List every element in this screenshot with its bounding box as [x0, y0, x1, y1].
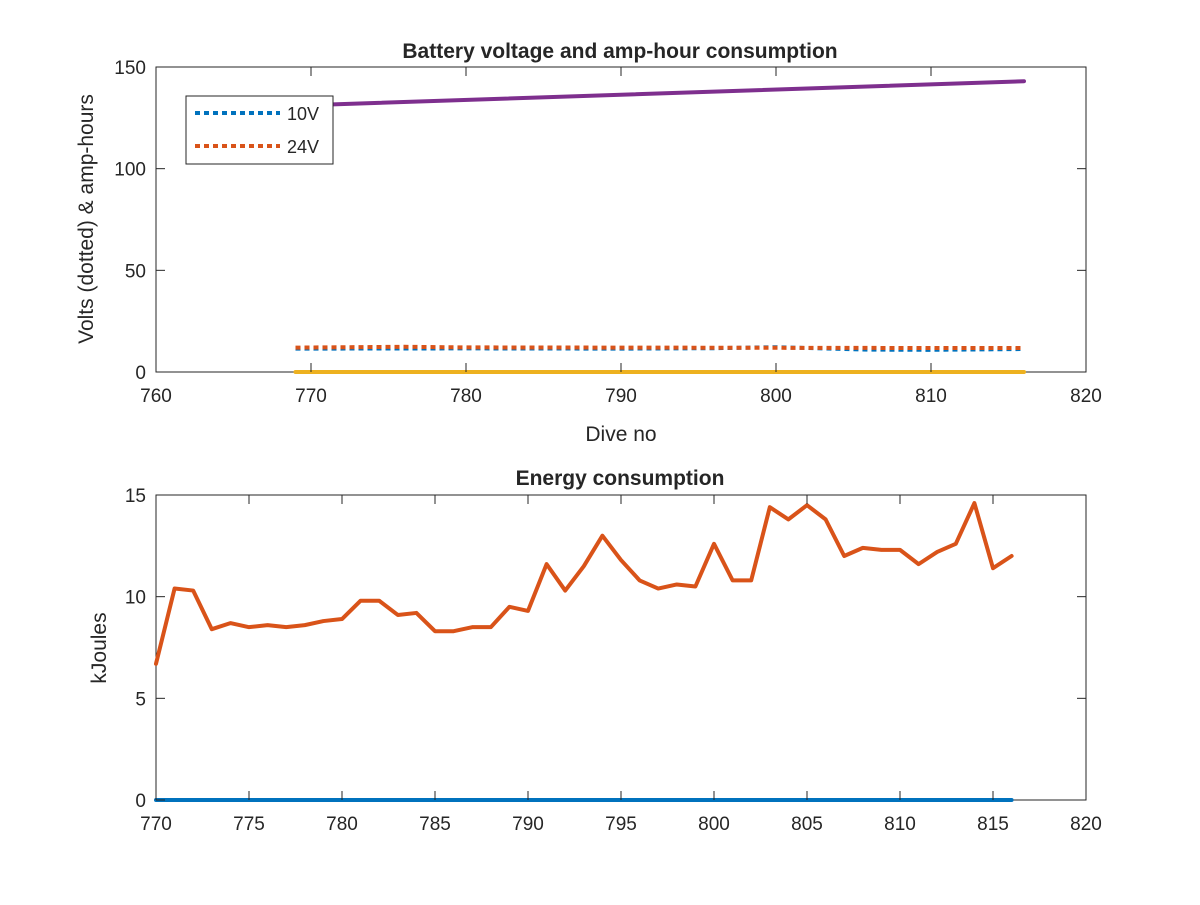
- series-group: [293, 79, 1026, 374]
- x-tick-label: 760: [140, 386, 172, 407]
- y-axis-label: Volts (dotted) & amp-hours: [75, 94, 98, 344]
- x-tick-label: 815: [977, 814, 1009, 835]
- x-tick-label: 790: [605, 386, 637, 407]
- x-tick-label: 780: [450, 386, 482, 407]
- legend-label-10v: 10V: [287, 104, 319, 124]
- x-tick-label: 795: [605, 814, 637, 835]
- chart-energy: Energy consumption 770 775 780 785 790 795 800…: [88, 467, 1102, 835]
- series-line-24v: [295, 344, 1024, 351]
- legend-label-24v: 24V: [287, 137, 319, 157]
- y-tick-label: 0: [135, 363, 146, 384]
- x-tick-label: 775: [233, 814, 265, 835]
- x-tick-label: 805: [791, 814, 823, 835]
- y-tick-label: 150: [114, 58, 146, 79]
- x-tick-label: 810: [915, 386, 947, 407]
- y-axis-label: kJoules: [88, 612, 111, 683]
- x-tick-label: 780: [326, 814, 358, 835]
- x-tick-label: 770: [295, 386, 327, 407]
- axes-group: 760 770 780 790 800 810 820 0 50 100 150: [114, 58, 1102, 407]
- series-group: [154, 501, 1014, 802]
- chart-title: Battery voltage and amp-hour consumption: [402, 40, 837, 63]
- x-tick-label: 810: [884, 814, 916, 835]
- y-tick-label: 100: [114, 160, 146, 181]
- x-tick-label: 820: [1070, 814, 1102, 835]
- x-tick-label: 800: [698, 814, 730, 835]
- axes-group: 770 775 780 785 790 795 800 805 810 815 820 0 5 10 15: [125, 486, 1102, 835]
- legend: 10V 24V: [185, 95, 334, 165]
- y-tick-label: 10: [125, 588, 146, 609]
- x-tick-label: 770: [140, 814, 172, 835]
- series-line-0-3: [293, 79, 1026, 108]
- x-tick-label: 800: [760, 386, 792, 407]
- plot-area: [155, 494, 1087, 801]
- y-tick-label: 50: [125, 261, 146, 282]
- x-axis-label: Dive no: [585, 423, 656, 446]
- series-line-1-0: [154, 501, 1014, 666]
- y-tick-label: 5: [135, 689, 146, 710]
- y-tick-label: 15: [125, 486, 146, 507]
- x-tick-label: 785: [419, 814, 451, 835]
- x-tick-label: 790: [512, 814, 544, 835]
- y-tick-label: 0: [135, 791, 146, 812]
- chart-title: Energy consumption: [516, 467, 725, 490]
- x-tick-label: 820: [1070, 386, 1102, 407]
- legend-box: [185, 95, 334, 165]
- chart-battery: Battery voltage and amp-hour consumption…: [75, 40, 1102, 446]
